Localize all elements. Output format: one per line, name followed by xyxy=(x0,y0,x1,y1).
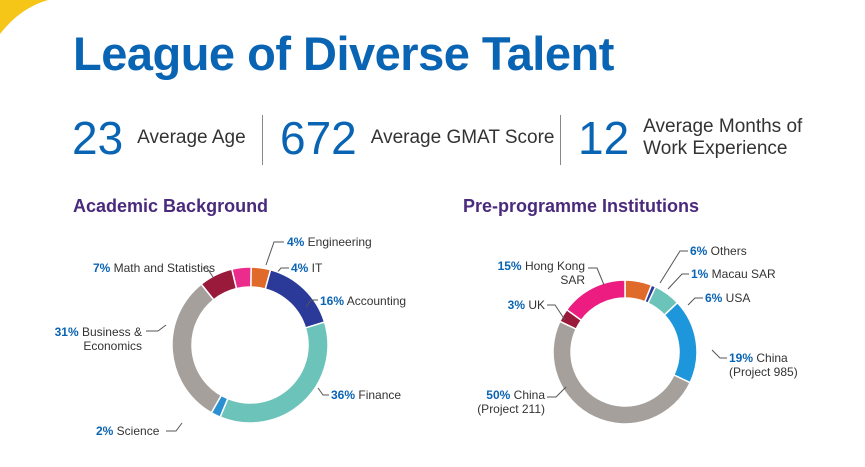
slice-label: 1% Macau SAR xyxy=(691,267,776,281)
institutions-title: Pre-programme Institutions xyxy=(463,196,700,216)
donut-slice xyxy=(200,268,238,301)
slice-name: Math and Statistics xyxy=(110,261,215,275)
label-leader-line xyxy=(265,241,284,266)
slice-name: Finance xyxy=(355,388,401,402)
stat-average-age: 23 Average Age xyxy=(72,112,246,164)
slice-percent: 16% xyxy=(320,294,344,308)
donut-slice xyxy=(552,320,692,425)
slice-name: Science xyxy=(113,424,159,438)
label-leader-line xyxy=(588,267,605,286)
stat-average-gmat: 672 Average GMAT Score xyxy=(280,112,555,164)
slice-percent: 6% xyxy=(690,244,708,258)
label-leader-line xyxy=(547,386,567,398)
slice-name: IT xyxy=(308,261,323,275)
slice-name: Engineering xyxy=(304,235,371,249)
slice-name: USA xyxy=(722,291,750,305)
slice-label: 6% USA xyxy=(705,291,750,305)
slice-percent: 2% xyxy=(96,424,114,438)
slice-label: 7% Math and Statistics xyxy=(93,261,215,275)
slice-label: 15% Hong Kong SAR xyxy=(498,259,586,287)
slice-percent: 31% xyxy=(55,325,79,339)
slice-label: 16% Accounting xyxy=(320,294,406,308)
label-leader-line xyxy=(203,267,214,278)
label-leader-line xyxy=(667,273,689,290)
slice-name: Macau SAR xyxy=(708,267,776,281)
slice-percent: 6% xyxy=(705,291,723,305)
slice-name: China xyxy=(753,351,788,365)
slice-percent: 4% xyxy=(291,261,309,275)
slice-name: (Project 985) xyxy=(729,365,798,379)
slice-percent: 15% xyxy=(498,259,522,273)
slice-label: 3% UK xyxy=(508,298,545,312)
slice-percent: 7% xyxy=(93,261,111,275)
slice-label: 31% Business & Economics xyxy=(55,325,142,353)
slice-label: 50% China (Project 211) xyxy=(477,388,545,416)
label-leader-line xyxy=(659,250,688,284)
label-leader-line xyxy=(166,422,183,432)
slice-name: (Project 211) xyxy=(477,402,545,416)
slice-percent: 1% xyxy=(691,267,709,281)
label-leader-line xyxy=(317,387,329,396)
stat-divider xyxy=(560,115,561,165)
stat-value: 672 xyxy=(280,112,357,164)
stat-label: Average Months of Work Experience xyxy=(643,116,803,159)
slice-name: Economics xyxy=(83,339,142,353)
stat-value: 23 xyxy=(72,112,124,164)
stat-value: 12 xyxy=(578,112,630,164)
slice-name: Hong Kong xyxy=(522,259,585,273)
donut-slice xyxy=(663,301,698,384)
slice-name: UK xyxy=(525,298,545,312)
slice-percent: 36% xyxy=(331,388,355,402)
label-leader-line xyxy=(687,297,703,306)
slice-name: SAR xyxy=(560,273,585,287)
label-leader-line xyxy=(146,324,167,332)
academic-background-title: Academic Background xyxy=(73,196,269,216)
slice-percent: 3% xyxy=(508,298,526,312)
slice-percent: 50% xyxy=(486,388,510,402)
stat-divider xyxy=(262,115,263,165)
stat-label: Average GMAT Score xyxy=(370,127,555,148)
corner-accent xyxy=(0,0,48,34)
slice-name: Business & xyxy=(79,325,142,339)
slice-label: 19% China (Project 985) xyxy=(729,351,798,379)
donut-slice xyxy=(565,279,626,322)
slice-label: 36% Finance xyxy=(331,388,401,402)
slice-percent: 19% xyxy=(729,351,753,365)
stat-work-experience: 12 Average Months of Work Experience xyxy=(578,112,802,164)
slice-name: Accounting xyxy=(344,294,406,308)
slice-name: Others xyxy=(707,244,746,258)
page-title: League of Diverse Talent xyxy=(73,27,614,80)
slice-label: 4% Engineering xyxy=(287,235,372,249)
slice-name: China xyxy=(510,388,545,402)
stat-label: Average Age xyxy=(137,127,246,148)
label-leader-line xyxy=(305,299,318,308)
slice-label: 6% Others xyxy=(690,244,747,258)
slice-label: 2% Science xyxy=(96,424,160,438)
label-leader-line xyxy=(547,304,566,321)
label-leader-line xyxy=(711,349,727,359)
slice-percent: 4% xyxy=(287,235,305,249)
slice-label: 4% IT xyxy=(291,261,323,275)
